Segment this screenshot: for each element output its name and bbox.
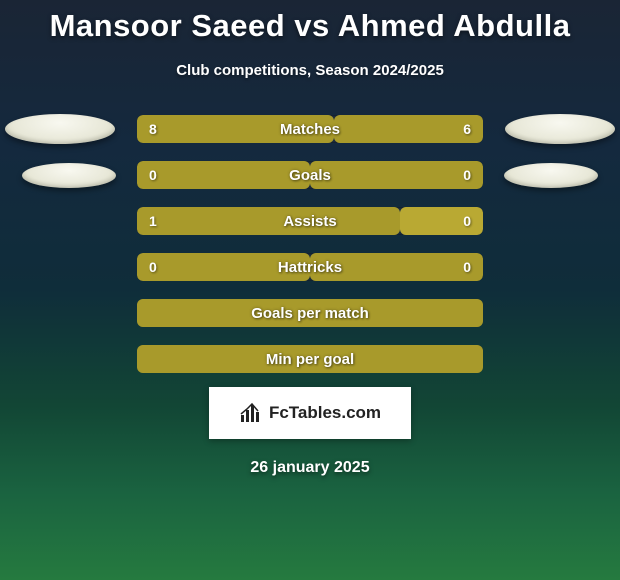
stat-row: Assists1 0 [0, 207, 620, 235]
stat-value-right: 6 [463, 115, 471, 143]
player-right-avatar [505, 114, 615, 144]
date-label: 26 january 2025 [250, 459, 369, 477]
stat-value-right: 0 [463, 253, 471, 281]
stat-row: Hattricks0 0 [0, 253, 620, 281]
stat-row: Min per goal [0, 345, 620, 373]
subtitle: Club competitions, Season 2024/2025 [176, 62, 444, 79]
bar-track: Min per goal [137, 345, 483, 373]
page-title: Mansoor Saeed vs Ahmed Abdulla [50, 8, 571, 44]
content-container: Mansoor Saeed vs Ahmed Abdulla Club comp… [0, 0, 620, 580]
bars-icon [239, 401, 263, 425]
bar-track: Hattricks0 0 [137, 253, 483, 281]
stat-value-left: 1 [149, 207, 157, 235]
stat-value-right: 0 [463, 207, 471, 235]
stat-label: Hattricks [137, 253, 483, 281]
stat-label: Min per goal [137, 345, 483, 373]
fctables-logo: FcTables.com [209, 387, 411, 439]
stat-row: Goals per match [0, 299, 620, 327]
stat-value-left: 8 [149, 115, 157, 143]
stat-label: Assists [137, 207, 483, 235]
stat-value-left: 0 [149, 161, 157, 189]
bar-track: Assists1 0 [137, 207, 483, 235]
bar-track: Goals per match [137, 299, 483, 327]
player-left-avatar [22, 163, 116, 188]
player-left-avatar [5, 114, 115, 144]
bar-track: Goals0 0 [137, 161, 483, 189]
stat-label: Goals [137, 161, 483, 189]
comparison-chart: Matches86Goals00Assists10Hattricks00Goal… [0, 115, 620, 373]
stat-row: Matches8 6 [0, 115, 620, 143]
stat-label: Goals per match [137, 299, 483, 327]
logo-text: FcTables.com [269, 403, 381, 423]
stat-value-left: 0 [149, 253, 157, 281]
stat-label: Matches [137, 115, 483, 143]
player-right-avatar [504, 163, 598, 188]
stat-row: Goals0 0 [0, 161, 620, 189]
bar-track: Matches8 6 [137, 115, 483, 143]
stat-value-right: 0 [463, 161, 471, 189]
